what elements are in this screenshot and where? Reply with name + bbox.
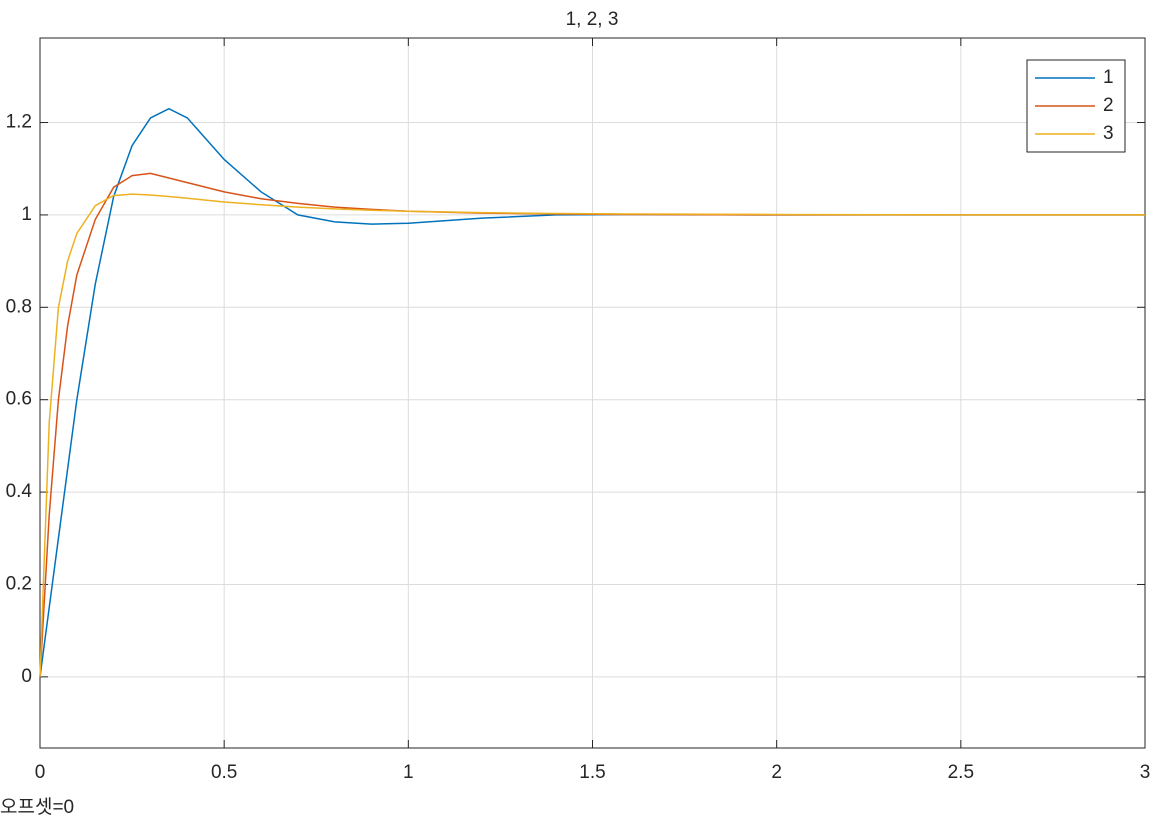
y-tick-label: 1.2: [6, 112, 32, 133]
legend-label: 1: [1103, 67, 1114, 88]
line: [39, 193, 1145, 677]
annotation: 오프셋=0: [0, 796, 74, 818]
x-tick-label: 2.5: [948, 762, 974, 783]
x-tick-label: 0.5: [211, 762, 237, 783]
legend-label: 3: [1103, 123, 1114, 144]
legend-label: 2: [1103, 95, 1114, 116]
axes-box: [39, 37, 1146, 749]
y-tick-label: 1: [21, 204, 32, 225]
x-tick-label: 2: [771, 762, 782, 783]
x-tick-label: 1: [403, 762, 414, 783]
y-tick-label: 0.4: [6, 481, 33, 502]
x-tick-label: 0: [35, 762, 46, 783]
y-tick-label: 0: [21, 666, 32, 687]
chart-title: 1, 2, 3: [566, 9, 619, 30]
x-tick-label: 1.5: [579, 762, 605, 783]
y-tick-label: 0.2: [6, 573, 32, 594]
y-tick-label: 0.6: [6, 389, 32, 410]
y-tick-label: 0.8: [6, 296, 32, 317]
x-tick-label: 3: [1140, 762, 1151, 783]
